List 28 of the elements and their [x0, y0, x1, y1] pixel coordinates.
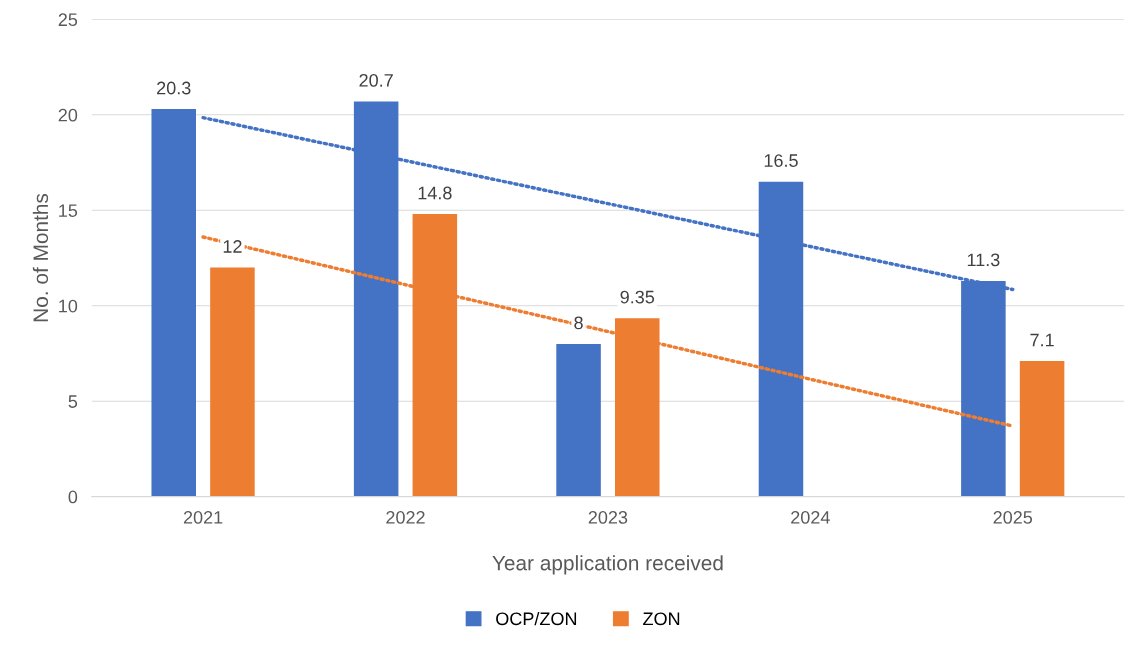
x-tick-label: 2023	[588, 511, 628, 524]
data-label: 20.3	[157, 81, 191, 95]
data-label: 20.7	[359, 73, 393, 87]
bar	[210, 267, 255, 497]
x-tick-label: 2021	[183, 511, 223, 524]
x-tick-label: 2022	[386, 511, 425, 524]
data-label: 14.8	[418, 186, 452, 200]
y-tick-label: 10	[59, 299, 78, 313]
x-tick-label: 2024	[791, 511, 830, 524]
legend-label: OCP/ZON	[496, 611, 577, 626]
data-label: 11.3	[967, 253, 1000, 267]
y-tick-label: 5	[68, 395, 78, 408]
y-axis-title: No. of Months	[32, 193, 49, 322]
y-tick-label: 0	[68, 490, 78, 504]
bar	[556, 343, 601, 497]
data-label: 12	[223, 240, 242, 253]
y-tick-label: 15	[59, 204, 78, 217]
bar	[1019, 361, 1065, 497]
bar	[151, 109, 196, 497]
data-label: 7.1	[1030, 333, 1054, 347]
x-axis-title: Year application received	[492, 555, 723, 575]
y-tick-label: 20	[58, 108, 78, 122]
x-tick-label: 2025	[993, 511, 1033, 524]
y-tick-label: 25	[58, 13, 78, 27]
data-label: 8	[574, 316, 583, 330]
data-label: 16.5	[764, 154, 798, 167]
legend-label: ZON	[643, 612, 680, 626]
data-label: 9.35	[620, 290, 655, 304]
